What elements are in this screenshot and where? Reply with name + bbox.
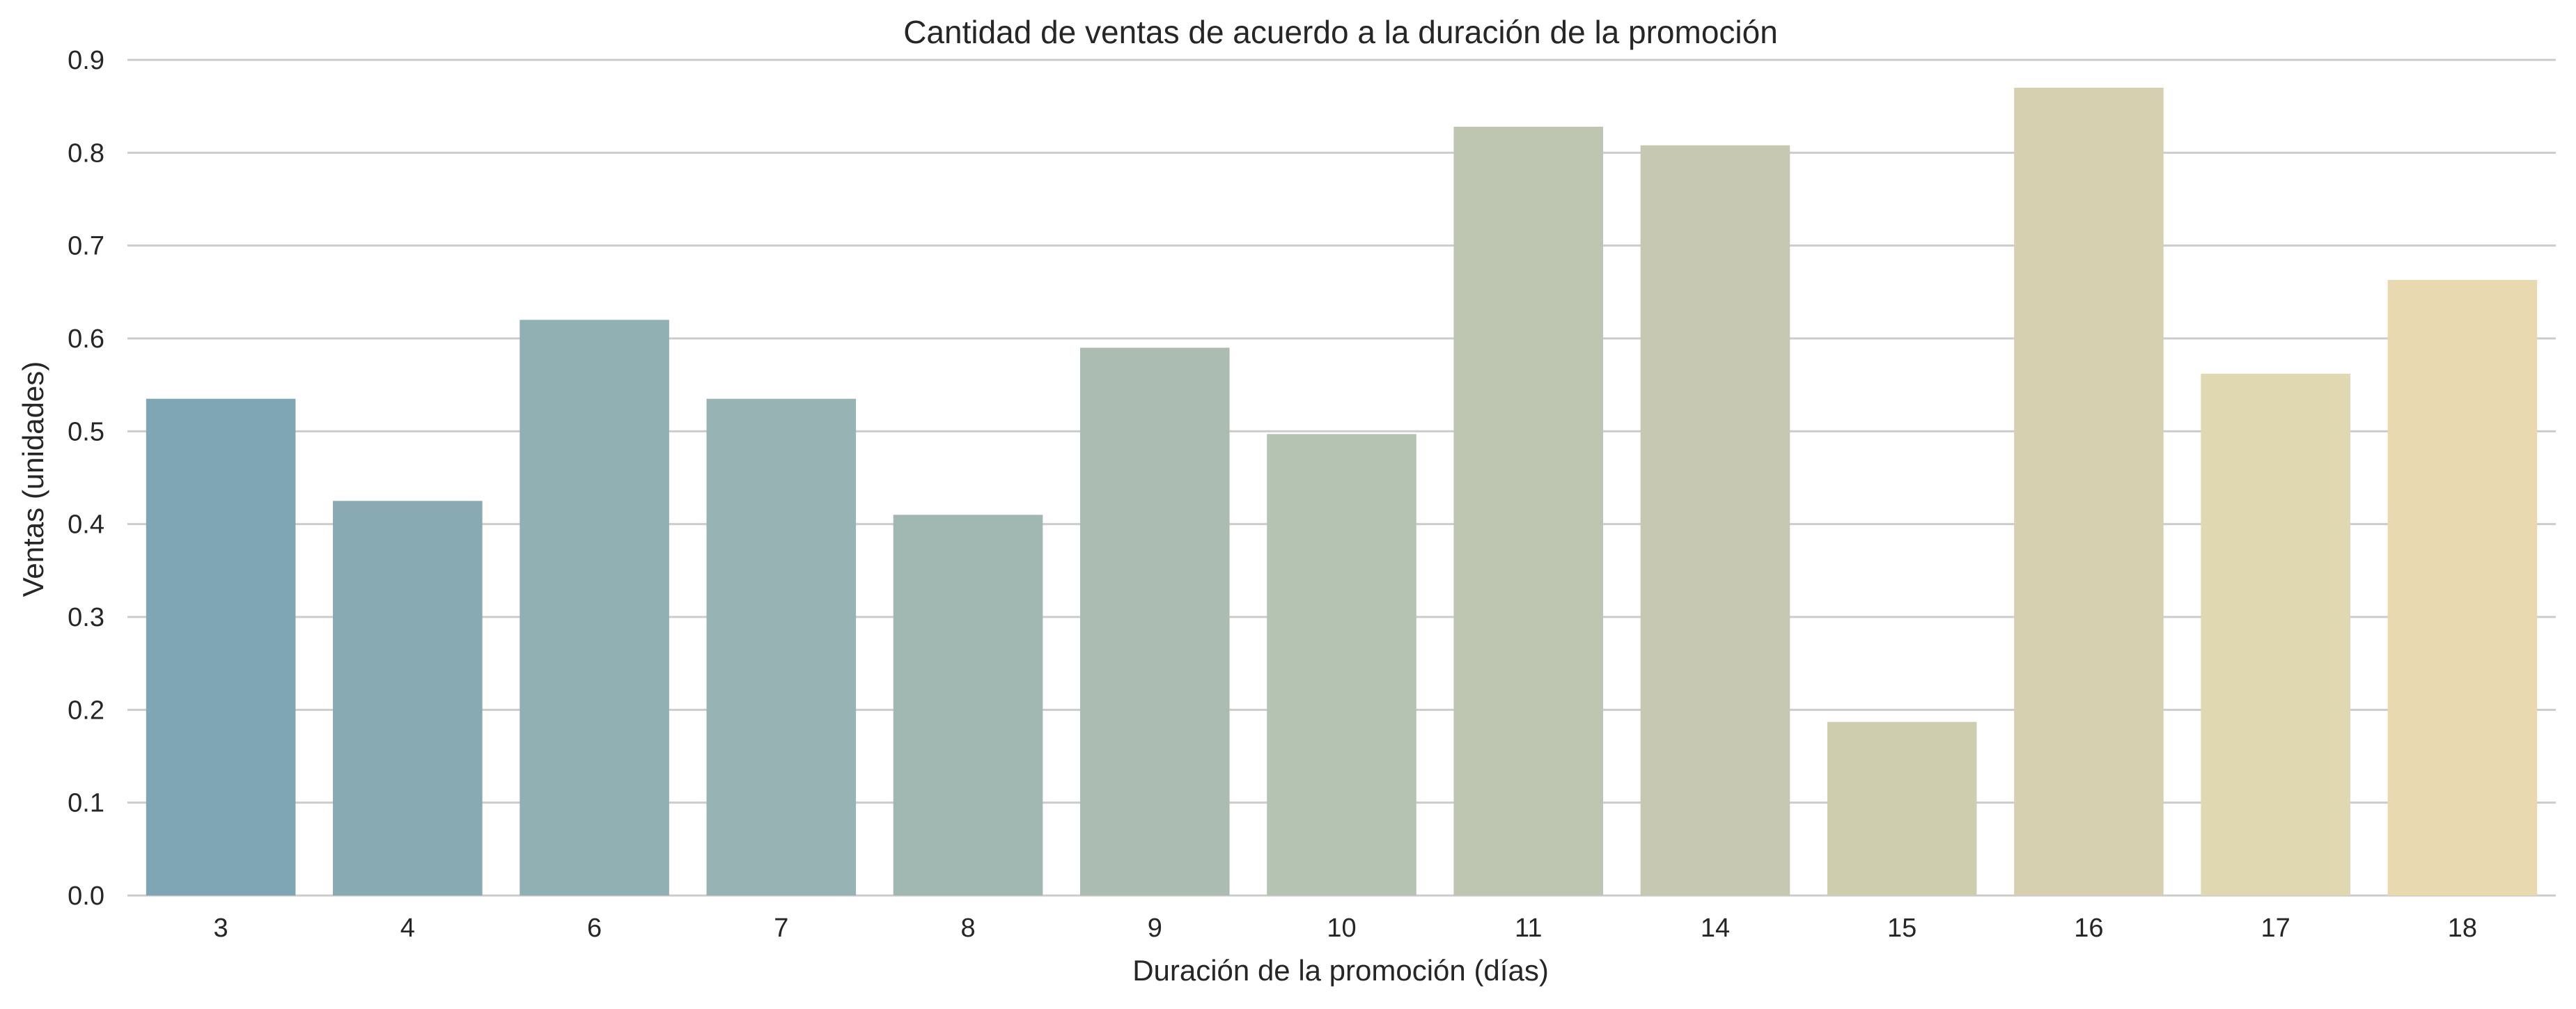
x-tick-label: 9 [1148,914,1162,943]
y-tick-label: 0.9 [68,46,104,75]
bar [2387,280,2538,895]
bar [1453,127,1604,895]
y-tick-label: 0.8 [68,139,104,168]
y-tick-label: 0.6 [68,324,104,354]
y-tick-label: 0.7 [68,232,104,261]
y-tick-label: 0.1 [68,789,104,818]
y-axis-label: Ventas (unidades) [17,361,49,597]
x-tick-label: 4 [400,914,415,943]
x-tick-label: 8 [960,914,975,943]
y-tick-label: 0.0 [68,882,104,911]
x-tick-label: 11 [1515,914,1542,943]
x-tick-label: 18 [2448,914,2477,943]
bars [146,88,2538,896]
bar [2201,373,2350,895]
bar [146,398,296,895]
x-tick-label: 16 [2074,914,2103,943]
y-tick-labels: 0.0 0.1 0.2 0.3 0.4 0.5 0.6 0.7 0.8 0.9 [68,46,104,911]
bar [2014,88,2164,895]
bar [1640,145,1790,896]
y-tick-label: 0.3 [68,603,104,632]
x-tick-labels: 3 4 6 7 8 9 10 11 14 15 16 17 18 [214,914,2477,943]
bar [1079,347,1230,895]
x-tick-label: 3 [214,914,228,943]
x-tick-label: 6 [587,914,602,943]
x-tick-label: 10 [1327,914,1356,943]
x-axis-label: Duración de la promoción (días) [1132,954,1549,987]
y-tick-label: 0.2 [68,696,104,725]
x-tick-label: 14 [1701,914,1730,943]
bar [1267,434,1416,895]
chart-title: Cantidad de ventas de acuerdo a la durac… [903,14,1778,50]
bar [520,320,669,895]
y-tick-label: 0.4 [68,510,104,540]
bar [706,398,857,895]
y-tick-label: 0.5 [68,417,104,446]
bar [1827,721,1977,895]
x-tick-label: 7 [774,914,788,943]
x-tick-label: 15 [1887,914,1917,943]
x-tick-label: 17 [2261,914,2290,943]
bar [893,515,1043,895]
bar [333,501,483,895]
